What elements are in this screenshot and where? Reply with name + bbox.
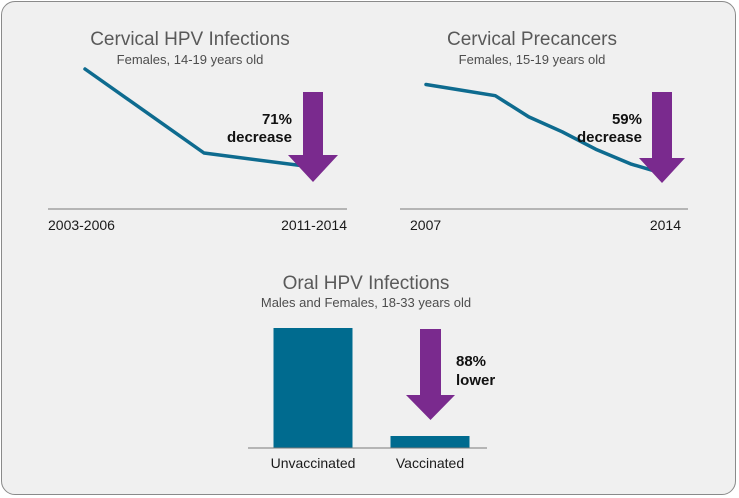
chart-1-annotation-percent: 71%: [262, 111, 292, 128]
chart-1-x-tick-start: 2003-2006: [48, 217, 115, 233]
chart-3-bars: [273, 328, 470, 448]
chart-2-title: Cervical Precancers: [447, 29, 617, 50]
chart-3-subtitle: Males and Females, 18-33 years old: [261, 295, 471, 310]
chart-oral-hpv: Oral HPV Infections Males and Females, 1…: [248, 273, 495, 471]
chart-2-series: [424, 82, 667, 176]
chart-3-annotation-label: lower: [456, 372, 495, 389]
chart-cervical-hpv: Cervical HPV Infections Females, 14-19 y…: [48, 29, 347, 233]
down-arrow-icon: [288, 92, 338, 182]
chart-3-title: Oral HPV Infections: [283, 273, 450, 294]
down-arrow-icon: [639, 92, 685, 183]
chart-2-annotation-percent: 59%: [612, 111, 642, 128]
chart-1-title: Cervical HPV Infections: [90, 29, 290, 50]
chart-3-x-tick-unvaccinated: Unvaccinated: [271, 455, 356, 471]
chart-1-x-tick-end: 2011-2014: [281, 217, 347, 233]
chart-1-line: [83, 67, 325, 171]
bar-vaccinated: [390, 436, 470, 448]
chart-1-annotation-label: decrease: [227, 129, 292, 146]
down-arrow-icon: [406, 329, 455, 420]
chart-1-subtitle: Females, 14-19 years old: [117, 52, 264, 67]
chart-3-x-tick-vaccinated: Vaccinated: [396, 455, 464, 471]
chart-2-annotation-label: decrease: [577, 129, 642, 146]
chart-3-annotation-percent: 88%: [456, 353, 486, 370]
chart-2-line: [424, 82, 667, 176]
bar-unvaccinated: [273, 328, 353, 448]
chart-2-x-tick-start: 2007: [410, 217, 441, 233]
chart-cervical-precancers: Cervical Precancers Females, 15-19 years…: [400, 29, 688, 233]
chart-2-subtitle: Females, 15-19 years old: [459, 52, 606, 67]
chart-1-series: [83, 67, 325, 171]
chart-2-x-tick-end: 2014: [650, 217, 681, 233]
